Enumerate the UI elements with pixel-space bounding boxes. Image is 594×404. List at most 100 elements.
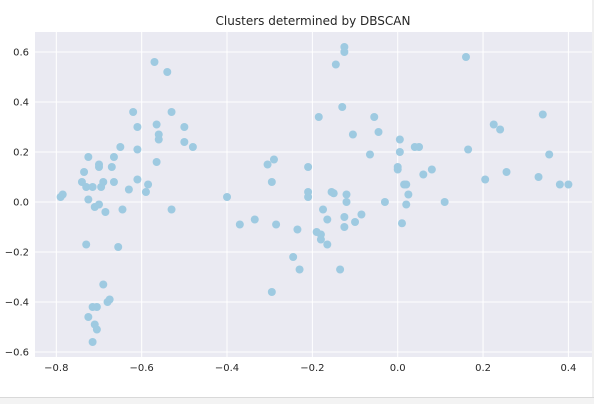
scatter-point [415,143,424,151]
x-tick-label: 0.2 [475,363,491,374]
x-tick-label: −0.6 [130,363,154,374]
scatter-point [348,130,357,139]
scatter-point [397,219,406,228]
scatter-point [101,208,110,216]
scatter-point [404,190,413,199]
scatter-point [351,218,360,226]
scatter-point [92,325,101,334]
scatter-point [272,220,281,229]
y-axis: −0.6 −0.4 −0.2 0.0 0.2 0.4 0.6 [5,48,29,359]
scatter-point [84,153,93,161]
x-tick-label: 0.0 [390,363,406,374]
scatter-point [440,198,449,206]
window-bottom-border [0,397,594,404]
scatter-point [99,280,108,289]
scatter-point [342,198,351,206]
scatter-point [223,193,232,201]
x-tick-label: −0.4 [215,363,239,374]
scatter-point [545,150,554,159]
scatter-point [118,205,127,214]
scatter-point [538,110,547,119]
scatter-point [88,338,97,346]
scatter-point [167,108,176,116]
scatter-point [374,128,383,136]
scatter-point [338,103,347,111]
scatter-point [150,58,159,66]
scatter-point [380,198,389,206]
scatter-point [461,53,470,61]
scatter-point [188,143,197,151]
scatter-point [105,295,114,304]
scatter-point [481,175,490,184]
scatter-point [80,168,89,176]
scatter-point [289,253,298,261]
scatter-point [555,180,564,189]
scatter-point [109,178,118,186]
scatter-point [154,130,163,139]
scatter-point [250,215,259,224]
scatter-point [82,183,91,191]
scatter-point [293,225,302,234]
scatter-point [331,60,340,69]
scatter-point [402,180,411,189]
scatter-point [314,113,323,121]
scatter-point [95,200,104,209]
y-tick-label: −0.6 [5,348,29,359]
scatter-point [58,190,67,199]
scatter-point [167,205,176,214]
scatter-point [109,153,118,161]
scatter-point [163,68,172,76]
scatter-points [56,43,573,346]
scatter-point [114,243,123,251]
scatter-point [133,123,142,131]
scatter-point [141,188,150,196]
scatter-point [269,155,278,164]
scatter-point [365,150,374,159]
scatter-point [419,170,428,179]
scatter-point [88,183,97,191]
scatter-point [180,123,189,131]
y-tick-label: 0.4 [13,98,29,109]
scatter-point [534,173,543,181]
x-tick-label: 0.4 [560,363,576,374]
scatter-point [129,108,138,116]
scatter-point [319,205,328,214]
scatter-point [564,180,573,189]
scatter-point [370,113,379,121]
window-right-border [592,0,594,397]
scatter-point [267,178,276,186]
y-tick-label: 0.0 [13,198,29,209]
scatter-point [133,145,142,154]
scatter-point [133,175,142,184]
scatter-point [427,165,436,174]
x-tick-label: −0.8 [44,363,68,374]
chart-title: Clusters determined by DBSCAN [216,14,411,28]
scatter-point [489,120,498,129]
scatter-point [84,195,93,204]
scatter-point [340,43,349,51]
scatter-point [235,220,244,229]
scatter-point [329,189,338,198]
scatter-point [464,145,473,154]
scatter-point [180,138,189,146]
scatter-point [336,265,345,274]
scatter-point [82,240,91,249]
scatter-point [99,178,108,186]
scatter-point [342,190,351,199]
scatter-point [395,148,404,156]
scatter-point [116,143,125,151]
scatter-point [304,163,313,171]
scatter-point [124,185,133,194]
plot-area [35,32,594,357]
y-tick-label: 0.6 [13,48,29,59]
scatter-point [340,213,349,221]
scatter-point [152,158,161,166]
scatter-point [267,288,276,296]
scatter-point [340,223,349,231]
scatter-point [295,265,304,274]
scatter-point [144,180,153,189]
scatter-point [395,135,404,144]
scatter-point [304,193,313,201]
scatter-point [496,125,505,134]
scatter-point [323,215,332,224]
